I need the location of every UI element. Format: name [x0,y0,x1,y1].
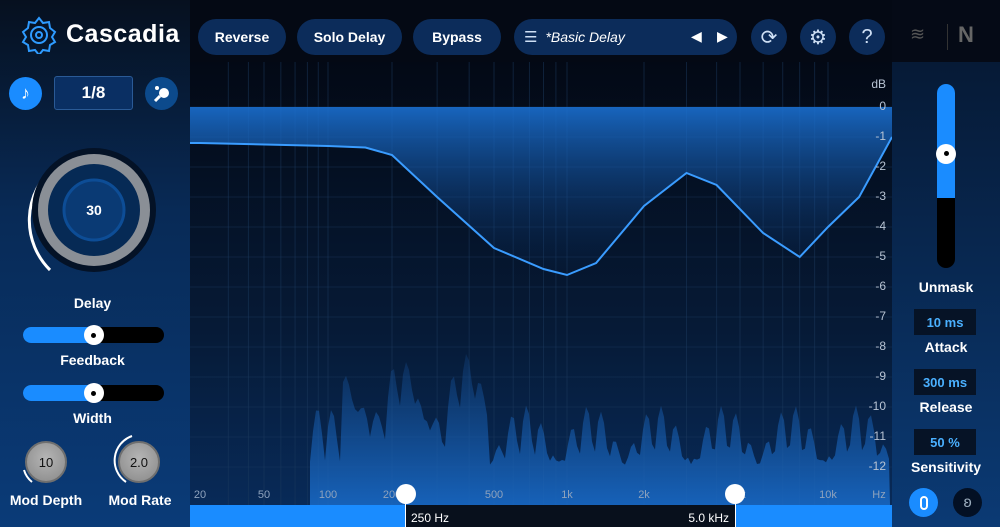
next-preset-icon[interactable]: ▶ [717,28,728,44]
mod-depth-arc [23,469,33,483]
left-panel: Cascadia ♪ 1/8 30 Delay Feedback Width 1… [0,0,190,527]
width-slider-thumb[interactable] [83,383,104,403]
db-tick-label: -4 [875,219,886,233]
width-slider[interactable] [23,383,164,403]
feedback-slider-thumb[interactable] [83,325,104,345]
toggle-icon [919,495,928,510]
spectrum-graph[interactable] [190,62,892,505]
db-tick-label: -5 [875,249,886,263]
delay-label: Delay [73,295,112,311]
band-selection[interactable] [405,505,735,527]
delay-value: 30 [86,202,102,218]
freq-tick-label: 10k [819,489,837,501]
ni-logo-icon: N [958,22,974,47]
delay-knob[interactable] [14,132,174,292]
app-title: Cascadia [66,20,180,48]
ping-pong-icon [153,85,169,102]
width-label: Width [73,410,112,426]
feedback-slider[interactable] [23,325,164,345]
preset-selector[interactable]: ☰ *Basic Delay ◀ ▶ [514,19,737,55]
db-tick-label: 0 [879,99,886,113]
release-label: Release [919,399,973,415]
db-tick-label: -8 [875,339,886,353]
cascadia-logo-icon [21,16,57,54]
help-button[interactable]: ? [849,19,885,55]
freq-tick-label: 20 [193,489,207,501]
db-tick-label: -2 [875,159,886,173]
sensitivity-label: Sensitivity [910,459,982,475]
db-tick-label: -7 [875,309,886,323]
ping-pong-button[interactable] [145,77,178,110]
history-icon: ⟳ [760,26,778,49]
unmask-curve-fill [190,107,892,275]
sensitivity-field[interactable]: 50 % [914,429,976,455]
sync-value-field[interactable]: 1/8 [54,76,133,110]
mod-depth-label: Mod Depth [9,492,83,508]
unmask-curve [190,136,892,277]
feedback-label: Feedback [60,352,125,368]
mod-rate-label: Mod Rate [108,492,172,508]
solo-delay-button[interactable]: Solo Delay [297,19,402,55]
high-band-line [735,486,736,527]
db-tick-label: -11 [869,429,886,443]
logo-divider [947,24,948,50]
mod-rate-arc [113,435,133,483]
freq-tick-label: 1k [561,489,573,501]
db-unit-label: dB [871,77,886,91]
help-icon: ? [861,25,873,48]
freq-tick-label: Hz [872,489,886,501]
settings-button[interactable]: ⚙ [800,19,836,55]
db-tick-label: -9 [875,369,886,383]
freq-tick-label: 100 [318,489,338,501]
mod-depth-knob[interactable]: 10 [25,441,67,483]
spectrum-analyzer [310,353,890,505]
unmask-slider[interactable] [936,84,956,268]
attack-label: Attack [924,339,968,355]
low-band-line [405,486,406,527]
high-band-handle[interactable] [725,484,745,504]
gear-icon: ⚙ [809,26,827,49]
preset-name: *Basic Delay [545,29,625,45]
db-tick-label: -10 [868,399,886,413]
unmask-label: Unmask [918,279,974,295]
music-note-icon: ♪ [21,83,30,103]
ear-icon: ʚ [963,493,972,511]
attack-field[interactable]: 10 ms [914,309,976,335]
low-band-value: 250 Hz [411,511,450,525]
preset-list-icon[interactable]: ☰ [524,29,538,46]
release-field[interactable]: 300 ms [914,369,976,395]
db-tick-label: -3 [875,189,886,203]
ear-listen-button[interactable]: ʚ [953,488,982,517]
unmask-slider-thumb[interactable] [936,143,956,164]
low-band-handle[interactable] [396,484,416,504]
db-tick-label: -12 [868,459,886,473]
reverse-button[interactable]: Reverse [198,19,286,55]
db-tick-label: -1 [875,129,886,143]
izotope-logo-icon: ≋ [910,24,926,44]
db-tick-label: -6 [875,279,886,293]
freq-tick-label: 500 [484,489,504,501]
high-band-value: 5.0 kHz [688,511,729,525]
bypass-button[interactable]: Bypass [413,19,501,55]
sync-note-button[interactable]: ♪ [9,77,42,110]
freq-tick-label: 50 [257,489,271,501]
listen-mode-button[interactable] [909,488,938,517]
previous-preset-icon[interactable]: ◀ [691,28,702,44]
freq-tick-label: 2k [638,489,650,501]
history-button[interactable]: ⟳ [751,19,787,55]
mod-rate-knob[interactable]: 2.0 [118,441,160,483]
